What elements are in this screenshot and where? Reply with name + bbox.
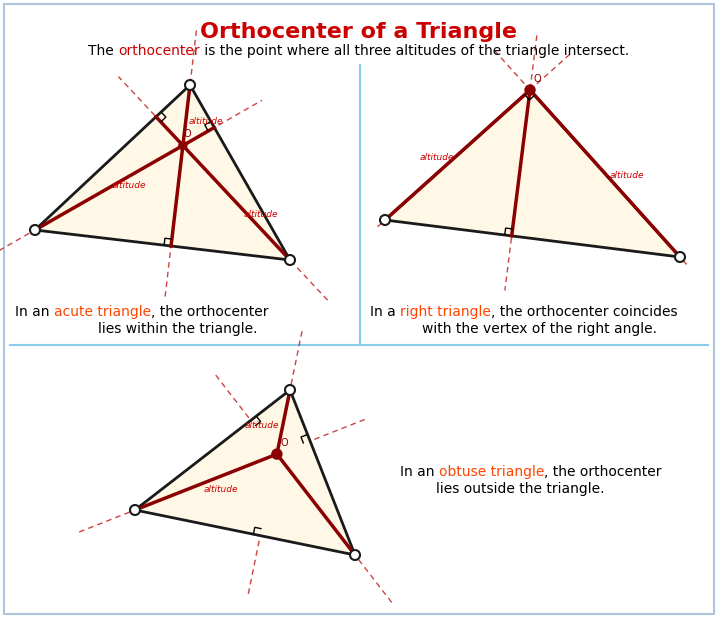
Circle shape (130, 505, 140, 515)
Text: with the vertex of the right angle.: with the vertex of the right angle. (422, 322, 658, 336)
Text: In a: In a (370, 305, 400, 319)
Text: lies within the triangle.: lies within the triangle. (98, 322, 258, 336)
Text: altitude: altitude (610, 171, 645, 180)
Text: obtuse triangle: obtuse triangle (439, 465, 544, 479)
Text: O: O (281, 438, 289, 448)
Text: , the orthocenter: , the orthocenter (544, 465, 662, 479)
Polygon shape (135, 390, 355, 555)
Text: In an: In an (400, 465, 439, 479)
Circle shape (285, 255, 295, 265)
Text: , the orthocenter coincides: , the orthocenter coincides (491, 305, 678, 319)
Text: altitude: altitude (204, 485, 238, 494)
Circle shape (185, 80, 195, 90)
Circle shape (179, 142, 187, 150)
Text: lies outside the triangle.: lies outside the triangle. (436, 482, 605, 496)
Circle shape (525, 85, 535, 95)
Polygon shape (385, 90, 680, 257)
Text: altitude: altitude (189, 117, 223, 126)
Polygon shape (35, 85, 290, 260)
Text: altitude: altitude (244, 210, 279, 219)
Text: O: O (534, 74, 541, 84)
Text: , the orthocenter: , the orthocenter (151, 305, 269, 319)
Text: altitude: altitude (245, 421, 279, 430)
Text: orthocenter: orthocenter (118, 44, 200, 58)
Text: O: O (184, 130, 192, 140)
Text: altitude: altitude (419, 153, 454, 161)
Text: right triangle: right triangle (400, 305, 491, 319)
FancyBboxPatch shape (4, 4, 714, 614)
Circle shape (380, 215, 390, 225)
Text: In an: In an (15, 305, 54, 319)
Text: acute triangle: acute triangle (54, 305, 151, 319)
Circle shape (272, 449, 282, 459)
Text: is the point where all three altitudes of the triangle intersect.: is the point where all three altitudes o… (200, 44, 630, 58)
Text: The: The (88, 44, 118, 58)
Text: Orthocenter of a Triangle: Orthocenter of a Triangle (200, 22, 518, 42)
Circle shape (675, 252, 685, 262)
Circle shape (285, 385, 295, 395)
Circle shape (30, 225, 40, 235)
Circle shape (350, 550, 360, 560)
Text: altitude: altitude (112, 181, 146, 190)
